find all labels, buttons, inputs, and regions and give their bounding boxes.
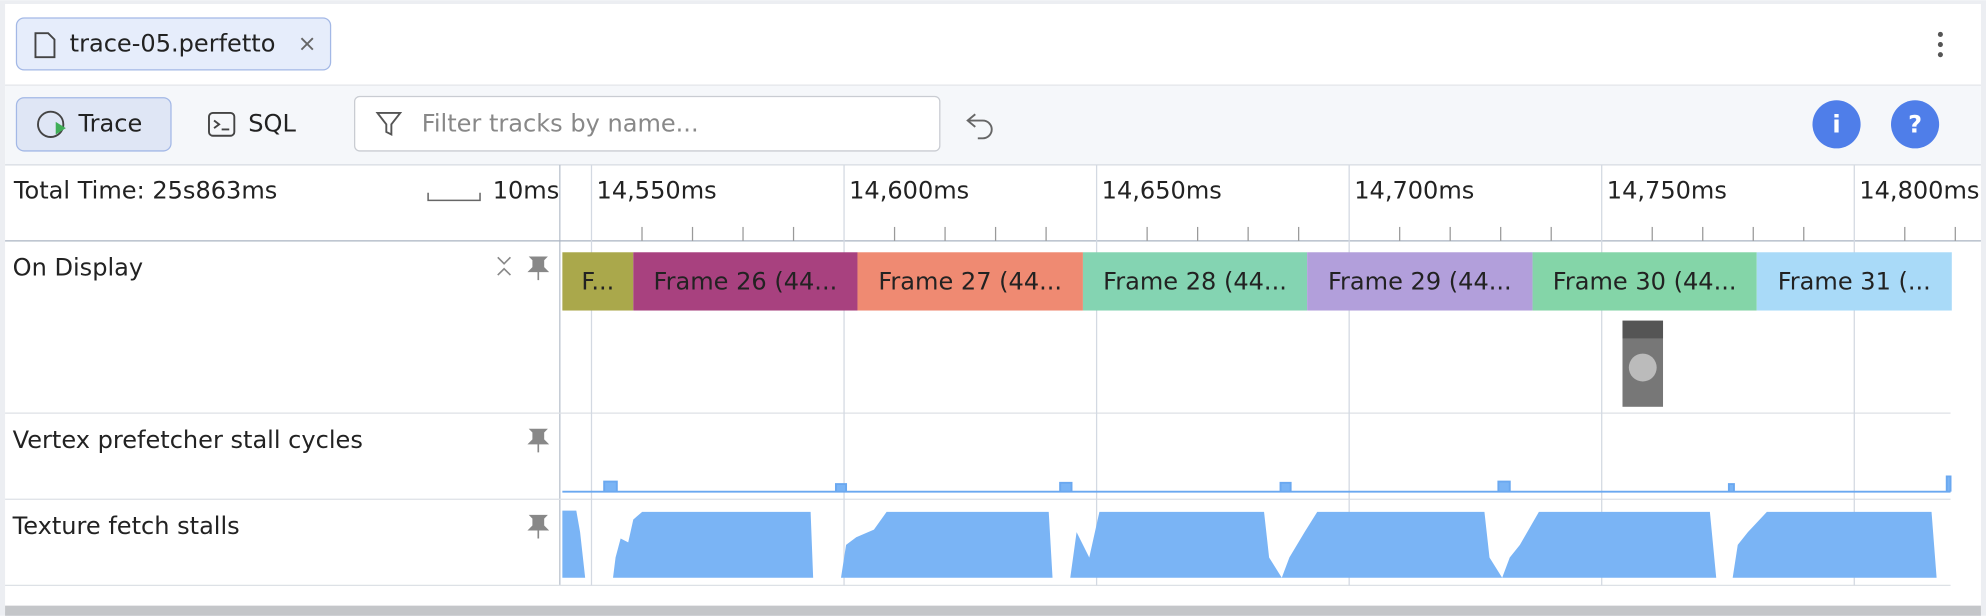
pin-icon[interactable] — [527, 514, 550, 539]
pin-icon[interactable] — [527, 428, 550, 453]
frame-slice[interactable] — [1082, 252, 1308, 311]
collapse-icon[interactable] — [497, 256, 512, 276]
pin-icon[interactable] — [527, 256, 550, 281]
tab-title: trace-05.perfetto — [70, 30, 276, 58]
total-time: Total Time: 25s863ms — [13, 176, 277, 204]
tick-label: 14,650ms — [1102, 176, 1222, 204]
tick-label: 14,550ms — [597, 176, 717, 204]
info-button[interactable] — [1812, 100, 1861, 149]
help-label: ? — [1908, 111, 1922, 139]
sql-icon[interactable] — [208, 111, 236, 137]
track-name: Vertex prefetcher stall cycles — [13, 426, 363, 454]
frame-label: Frame 26 (44... — [654, 268, 838, 296]
file-icon — [34, 32, 56, 59]
frame-label: Frame 27 (44... — [878, 268, 1062, 296]
more-menu[interactable] — [1937, 31, 1943, 58]
scrollbar[interactable] — [5, 605, 1981, 616]
filter-placeholder: Filter tracks by name... — [422, 109, 699, 137]
filter-input[interactable] — [354, 95, 941, 152]
undo-button[interactable] — [966, 113, 993, 140]
vertex-counter — [562, 475, 1952, 493]
toolbar — [5, 85, 1981, 165]
scale-label: 10ms — [493, 176, 560, 204]
track-name: Texture fetch stalls — [12, 512, 240, 540]
frame-slice[interactable] — [1756, 252, 1952, 311]
help-button[interactable] — [1891, 100, 1940, 149]
frame-slice[interactable] — [1307, 252, 1533, 311]
tick-label: 14,750ms — [1607, 176, 1727, 204]
trace-button[interactable] — [15, 97, 172, 152]
frame-slice[interactable] — [1532, 252, 1757, 311]
tick-label: 14,700ms — [1354, 176, 1474, 204]
scale-bar — [427, 192, 481, 202]
frame-label: Frame 29 (44... — [1328, 268, 1512, 296]
texture-counter — [562, 510, 1937, 578]
frame-label: Frame 28 (44... — [1103, 268, 1287, 296]
tick-label: 14,600ms — [849, 176, 969, 204]
frame-label: F... — [581, 268, 614, 296]
frame-slice[interactable] — [633, 252, 858, 311]
sql-label[interactable]: SQL — [248, 109, 296, 137]
frame-label: Frame 31 (... — [1778, 268, 1931, 296]
frame-slice[interactable] — [857, 252, 1083, 311]
track-name: On Display — [13, 254, 143, 282]
frame-slice[interactable] — [562, 252, 634, 311]
tab[interactable] — [15, 17, 332, 71]
info-label: i — [1832, 111, 1840, 139]
trace-label: Trace — [78, 109, 143, 137]
tab-close[interactable] — [300, 37, 314, 51]
tick-label: 14,800ms — [1859, 176, 1979, 204]
frame-label: Frame 30 (44... — [1553, 268, 1737, 296]
